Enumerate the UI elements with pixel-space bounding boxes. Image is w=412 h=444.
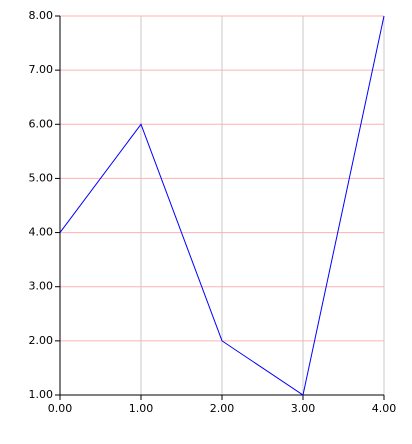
y-tick-label: 1.00 [29, 388, 54, 401]
y-tick-label: 5.00 [29, 171, 54, 184]
y-tick-label: 3.00 [29, 280, 54, 293]
x-tick-label: 0.00 [48, 402, 73, 415]
y-tick-label: 6.00 [29, 117, 54, 130]
x-tick-label: 3.00 [291, 402, 316, 415]
x-tick-label: 1.00 [129, 402, 154, 415]
x-tick-label: 2.00 [210, 402, 235, 415]
y-tick-label: 4.00 [29, 226, 54, 239]
y-tick-label: 8.00 [29, 9, 54, 22]
y-tick-label: 2.00 [29, 334, 54, 347]
data-line [59, 15, 385, 396]
x-tick-label: 4.00 [372, 402, 397, 415]
y-tick-label: 7.00 [29, 63, 54, 76]
